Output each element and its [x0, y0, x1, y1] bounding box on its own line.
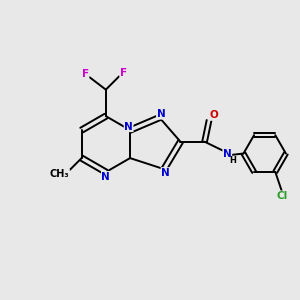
- Text: CH₃: CH₃: [50, 169, 69, 179]
- Text: N: N: [101, 172, 110, 182]
- Text: F: F: [120, 68, 127, 78]
- Text: N: N: [124, 122, 133, 132]
- Text: O: O: [210, 110, 219, 120]
- Text: H: H: [230, 156, 237, 165]
- Text: Cl: Cl: [277, 191, 288, 201]
- Text: N: N: [223, 149, 232, 159]
- Text: N: N: [161, 168, 170, 178]
- Text: F: F: [82, 69, 89, 79]
- Text: N: N: [157, 109, 165, 119]
